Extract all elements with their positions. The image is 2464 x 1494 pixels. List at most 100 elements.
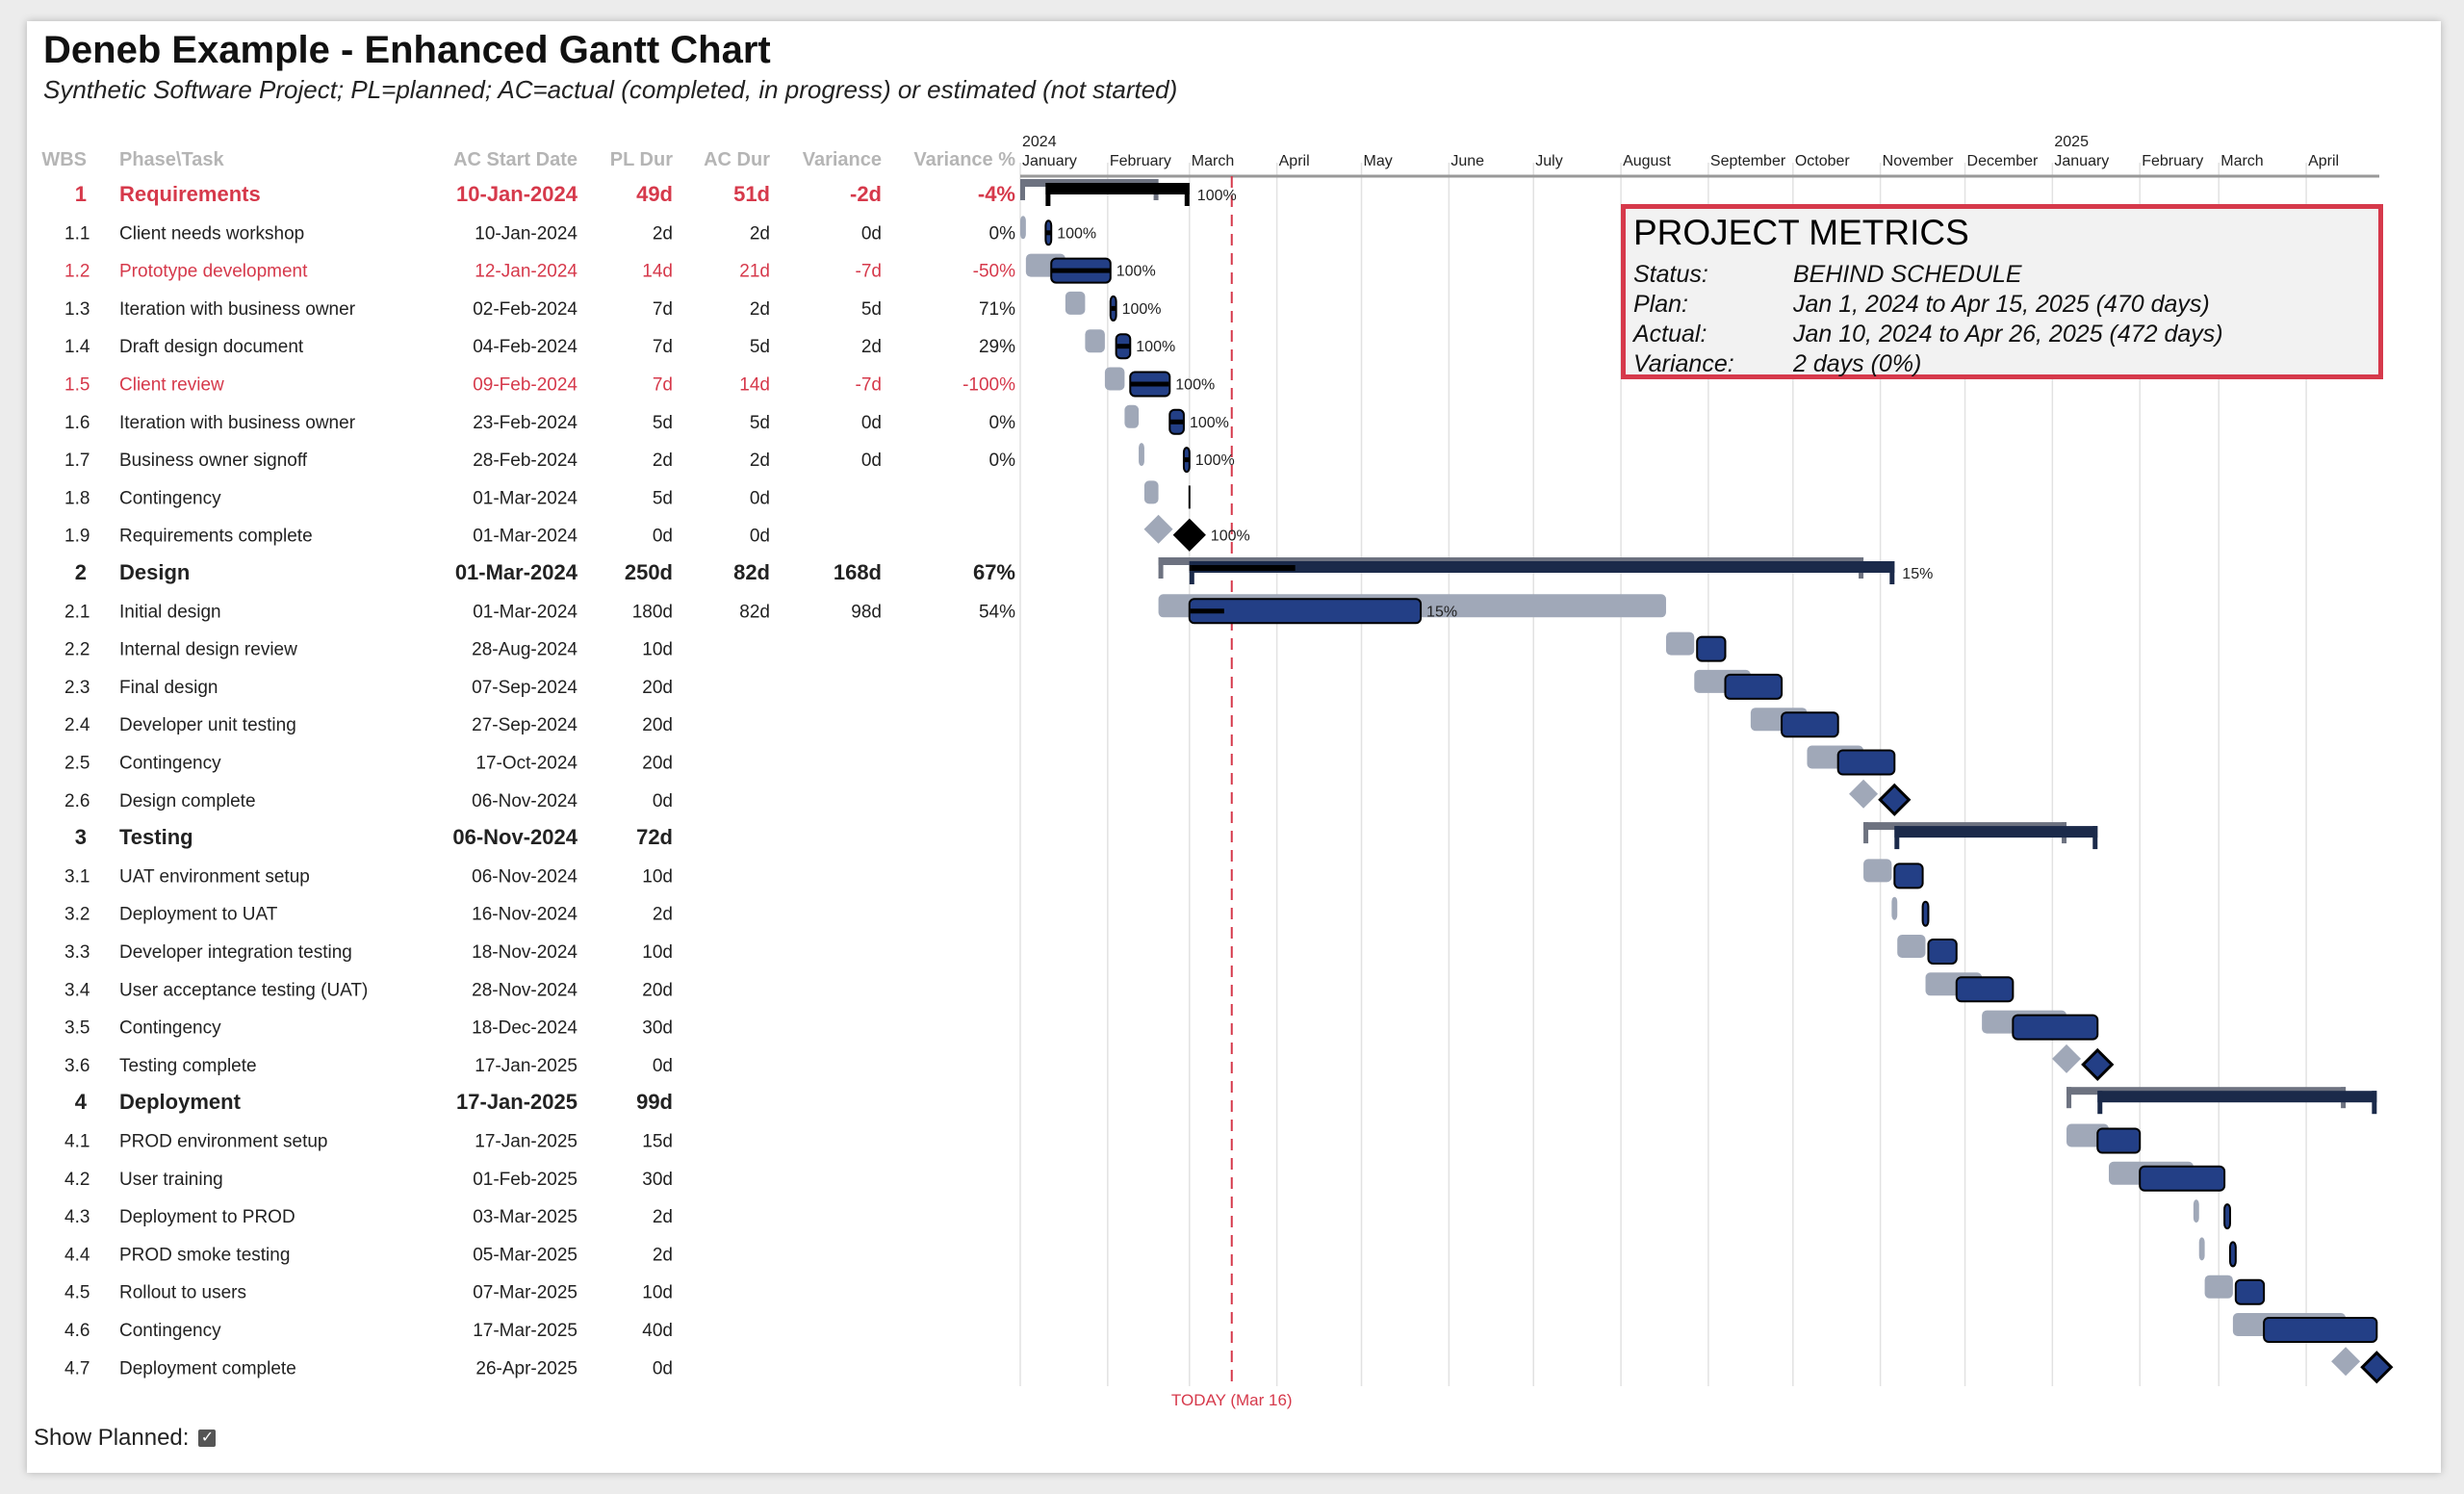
- planned-summary-leg: [2066, 1087, 2072, 1109]
- variance-cell: 98d: [851, 602, 882, 622]
- progress-label: 100%: [1190, 415, 1229, 431]
- ac-start-cell: 28-Nov-2024: [472, 980, 578, 1000]
- actual-bar: [2096, 1127, 2142, 1154]
- today-label: TODAY (Mar 16): [1171, 1391, 1293, 1409]
- year-label: 2024: [1022, 134, 1057, 150]
- variance-cell: -2d: [850, 182, 882, 206]
- show-planned-checkbox[interactable]: ✓: [198, 1430, 217, 1447]
- ac-dur-cell: 5d: [750, 413, 770, 433]
- task-name: Design complete: [119, 791, 256, 811]
- pl-dur-cell: 2d: [653, 223, 673, 244]
- month-label: March: [2220, 153, 2263, 169]
- actual-summary-leg: [1184, 183, 1190, 206]
- wbs-cell: 3.3: [64, 942, 90, 963]
- wbs-cell: 4.1: [64, 1132, 90, 1152]
- column-header: Variance: [803, 149, 882, 170]
- wbs-cell: 1.9: [64, 527, 90, 547]
- progress-line: [1116, 344, 1131, 349]
- pl-dur-cell: 7d: [653, 337, 673, 357]
- task-name: Requirements: [119, 182, 261, 206]
- pl-dur-cell: 0d: [653, 1056, 673, 1076]
- show-planned-toggle[interactable]: Show Planned: ✓: [34, 1425, 217, 1452]
- variance-cell: 168d: [834, 560, 882, 584]
- month-label: January: [1022, 153, 1077, 169]
- ac-dur-cell: 51d: [733, 182, 770, 206]
- pl-dur-cell: 20d: [642, 980, 673, 1000]
- ac-start-cell: 07-Mar-2025: [473, 1283, 578, 1303]
- ac-start-cell: 23-Feb-2024: [473, 413, 578, 433]
- column-header: Phase\Task: [119, 149, 224, 170]
- wbs-cell: 1.5: [64, 375, 90, 396]
- wbs-cell: 4.6: [64, 1321, 90, 1341]
- ac-start-cell: 01-Mar-2024: [473, 602, 578, 622]
- wbs-cell: 1.4: [64, 337, 90, 357]
- metrics-plan: Plan: Jan 1, 2024 to Apr 15, 2025 (470 da…: [1633, 291, 2210, 319]
- planned-bar: [1124, 404, 1140, 428]
- progress-label: 100%: [1195, 452, 1235, 469]
- progress-label: 100%: [1197, 188, 1237, 204]
- task-name: User acceptance testing (UAT): [119, 980, 368, 1000]
- progress-line: [1189, 608, 1224, 614]
- actual-milestone-diamond: [1172, 518, 1206, 552]
- ac-start-cell: 04-Feb-2024: [473, 337, 578, 357]
- ac-start-cell: 03-Mar-2025: [473, 1207, 578, 1227]
- metrics-label: Status:: [1633, 261, 1708, 288]
- planned-bar: [2198, 1237, 2205, 1261]
- metrics-status: Status: BEHIND SCHEDULE: [1633, 261, 2022, 289]
- task-name: Iteration with business owner: [119, 299, 356, 320]
- task-name: Contingency: [119, 754, 221, 774]
- task-name: User training: [119, 1170, 223, 1190]
- progress-line: [1110, 305, 1116, 311]
- pl-dur-cell: 0d: [653, 527, 673, 547]
- actual-bar: [1781, 711, 1839, 738]
- wbs-cell: 1.8: [64, 488, 90, 508]
- planned-bar: [2193, 1199, 2199, 1224]
- progress-line: [1051, 268, 1111, 273]
- task-name: PROD smoke testing: [119, 1245, 290, 1265]
- month-label: July: [1535, 153, 1562, 169]
- variance-cell: 0d: [861, 413, 882, 433]
- progress-label: 100%: [1175, 377, 1215, 394]
- month-label: October: [1795, 153, 1851, 169]
- pl-dur-cell: 99d: [636, 1090, 673, 1114]
- ac-dur-cell: 5d: [750, 337, 770, 357]
- actual-summary-leg: [1189, 561, 1194, 584]
- ac-start-cell: 09-Feb-2024: [473, 375, 578, 396]
- wbs-cell: 4.7: [64, 1358, 90, 1378]
- actual-milestone-diamond: [2360, 1351, 2394, 1384]
- page-title: Deneb Example - Enhanced Gantt Chart: [43, 29, 771, 71]
- ac-start-cell: 06-Nov-2024: [452, 825, 578, 849]
- task-name: Contingency: [119, 488, 221, 508]
- pl-dur-cell: 5d: [653, 488, 673, 508]
- actual-bar: [2234, 1278, 2266, 1305]
- pl-dur-cell: 40d: [642, 1321, 673, 1341]
- month-label: June: [1450, 153, 1484, 169]
- pl-dur-cell: 7d: [653, 375, 673, 396]
- month-label: April: [2308, 153, 2339, 169]
- metrics-title: PROJECT METRICS: [1633, 213, 1969, 252]
- actual-summary-bar: [1894, 826, 2098, 838]
- ac-start-cell: 28-Aug-2024: [472, 640, 578, 660]
- planned-bar: [2204, 1275, 2233, 1299]
- actual-bar: [2228, 1241, 2237, 1268]
- month-label: December: [1967, 153, 2039, 169]
- ac-start-cell: 17-Jan-2025: [475, 1056, 578, 1076]
- metrics-value: 2 days (0%): [1793, 350, 1922, 377]
- planned-bar: [1891, 896, 1898, 920]
- column-header: AC Start Date: [453, 149, 578, 170]
- ac-start-cell: 16-Nov-2024: [472, 905, 578, 925]
- task-name: Deployment to UAT: [119, 905, 278, 925]
- actual-bar: [1927, 939, 1958, 965]
- month-label: February: [1110, 153, 1171, 169]
- wbs-cell: 1.1: [64, 223, 90, 244]
- month-label: February: [2142, 153, 2203, 169]
- task-name: Contingency: [119, 1018, 221, 1039]
- task-name: Developer unit testing: [119, 715, 296, 735]
- wbs-cell: 3.2: [64, 905, 90, 925]
- pl-dur-cell: 2d: [653, 451, 673, 471]
- wbs-cell: 4.2: [64, 1170, 90, 1190]
- task-name: Design: [119, 560, 190, 584]
- actual-bar: [1836, 749, 1896, 776]
- month-label: August: [1623, 153, 1671, 169]
